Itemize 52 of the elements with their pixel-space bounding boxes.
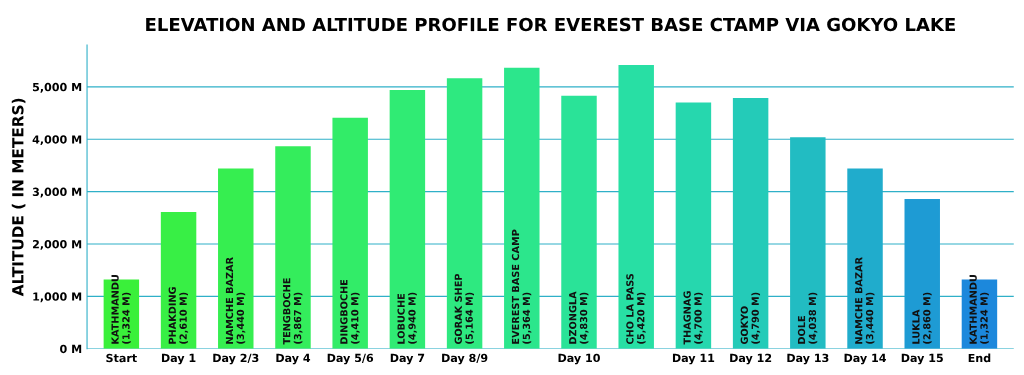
x-tick-label: Day 13 xyxy=(787,353,829,365)
y-tick-label: 4,000 M xyxy=(32,135,82,146)
bar xyxy=(504,67,540,349)
x-tick-label: End xyxy=(968,353,991,363)
data-label: LUKLA (2,860 M) xyxy=(912,292,932,344)
x-tick-label: Day 15 xyxy=(901,353,943,365)
data-label: NAMCHE BAZAR (3,440 M) xyxy=(855,257,875,344)
bar xyxy=(218,168,254,349)
bar xyxy=(446,78,483,349)
data-label: NAMCHE BAZAR (3,440 M) xyxy=(225,257,246,344)
x-tick-label: Day 14 xyxy=(844,353,886,365)
x-tick-label: Start xyxy=(106,353,137,363)
data-label: KATHMANDU (1,324 M) xyxy=(969,275,989,344)
bar xyxy=(675,102,712,349)
x-tick-label: Day 2/3 xyxy=(213,353,259,365)
data-label: EVEREST BASE CAMP (5,364 M) xyxy=(511,229,532,344)
data-label: THAGNAG (4,700 M) xyxy=(683,291,703,345)
x-tick-label: Day 12 xyxy=(730,353,772,365)
bar xyxy=(561,95,597,349)
bar xyxy=(790,137,826,349)
bar xyxy=(275,146,311,349)
y-tick-label: 3,000 M xyxy=(32,187,82,198)
data-label: GOKYO (4,790 M) xyxy=(740,292,761,345)
bar xyxy=(618,64,654,349)
y-axis-title: ALTITUDE ( IN METERS) xyxy=(11,98,26,297)
data-label: TENGBOCHE (3,867 M) xyxy=(283,278,303,345)
y-tick-label: 1,000 M xyxy=(33,292,82,303)
data-label: DINGBOCHE (4,410 M) xyxy=(340,279,360,344)
bar xyxy=(160,212,197,349)
bar xyxy=(904,198,940,349)
y-tick-label: 0 M xyxy=(60,344,82,354)
data-label: DOLE (4,038 M) xyxy=(797,292,818,344)
y-tick-label: 5,000 M xyxy=(32,82,82,93)
data-label: KATHMANDU (1,324 M) xyxy=(111,275,131,344)
data-label: PHAKDING (2,610 M) xyxy=(168,287,189,344)
bar xyxy=(732,97,769,349)
bar xyxy=(332,117,368,349)
x-tick-label: Day 11 xyxy=(672,353,715,365)
y-tick-label: 2,000 M xyxy=(32,239,82,250)
data-label: GORAK SHEP (5,164 M) xyxy=(454,273,475,345)
x-tick-label: Day 10 xyxy=(558,353,600,365)
x-tick-label: Day 7 xyxy=(390,353,425,365)
bar xyxy=(389,90,426,349)
data-label: DZONGLA (4,830 M) xyxy=(569,291,589,344)
x-tick-label: Day 5/6 xyxy=(327,353,374,365)
x-tick-label: Day 1 xyxy=(161,353,196,365)
x-tick-label: Day 4 xyxy=(276,353,311,365)
x-tick-label: Day 8/9 xyxy=(442,353,488,365)
bar xyxy=(847,168,883,349)
data-label: LOBUCHE (4,940 M) xyxy=(397,292,417,344)
chart-title: ELEVATION AND ALTITUDE PROFILE FOR EVEREST BASE CTAMP VIA GOKYO LAKE xyxy=(146,17,955,32)
data-label: CHO LA PASS (5,420 M) xyxy=(626,273,646,345)
